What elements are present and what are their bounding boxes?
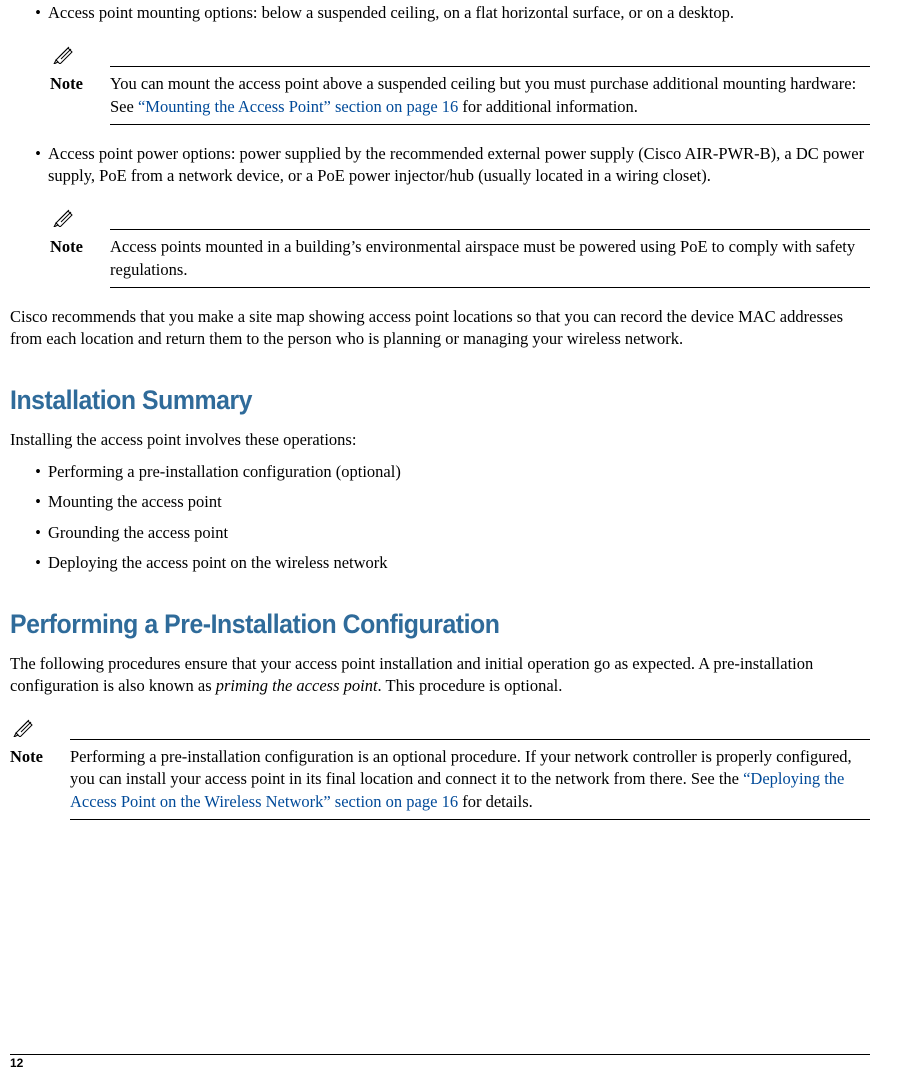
note-text: Performing a pre-installation configurat… [70, 746, 870, 813]
bullet-marker: • [28, 461, 48, 483]
heading-pre-installation: Performing a Pre-Installation Configurat… [10, 606, 801, 642]
bullet-text: Deploying the access point on the wirele… [48, 552, 870, 574]
bullet-text: Access point power options: power suppli… [48, 143, 870, 188]
note-rule-bottom [70, 819, 870, 820]
note-label: Note [10, 746, 70, 813]
body-paragraph: The following procedures ensure that you… [10, 653, 870, 698]
bullet-item: • Access point power options: power supp… [10, 143, 870, 188]
bullet-item: •Deploying the access point on the wirel… [10, 552, 870, 574]
pencil-icon [50, 205, 870, 227]
pencil-icon [10, 715, 870, 737]
bullet-text: Mounting the access point [48, 491, 870, 513]
bullet-marker: • [28, 2, 48, 24]
note-block: Note Access points mounted in a building… [50, 205, 870, 288]
note-rule-top [110, 66, 870, 67]
bullet-marker: • [28, 552, 48, 574]
heading-installation-summary: Installation Summary [10, 382, 801, 418]
footer-rule [10, 1054, 870, 1055]
bullet-item: •Mounting the access point [10, 491, 870, 513]
note-label: Note [50, 236, 110, 281]
note-rule-bottom [110, 124, 870, 125]
body-paragraph: Cisco recommends that you make a site ma… [10, 306, 870, 351]
bullet-text: Access point mounting options: below a s… [48, 2, 870, 24]
note-rule-top [110, 229, 870, 230]
note-label: Note [50, 73, 110, 118]
note-text-post: for details. [458, 792, 533, 811]
bullet-marker: • [28, 522, 48, 544]
note-text-pre: Performing a pre-installation configurat… [70, 747, 852, 788]
note-text-post: for additional information. [458, 97, 638, 116]
emphasis-text: priming the access point [216, 676, 378, 695]
bullet-text: Performing a pre-installation configurat… [48, 461, 870, 483]
note-rule-bottom [110, 287, 870, 288]
pencil-icon [50, 42, 870, 64]
note-text: Access points mounted in a building’s en… [110, 236, 870, 281]
note-block: Note You can mount the access point abov… [50, 42, 870, 125]
bullet-item: •Grounding the access point [10, 522, 870, 544]
text-span: . This procedure is optional. [378, 676, 563, 695]
bullet-item: •Performing a pre-installation configura… [10, 461, 870, 483]
link-mounting-ap[interactable]: “Mounting the Access Point” section on p… [138, 97, 458, 116]
note-text: You can mount the access point above a s… [110, 73, 870, 118]
note-block: Note Performing a pre-installation confi… [10, 715, 870, 820]
bullet-marker: • [28, 143, 48, 188]
note-rule-top [70, 739, 870, 740]
page-number: 12 [10, 1055, 23, 1071]
bullet-text: Grounding the access point [48, 522, 870, 544]
bullet-item: • Access point mounting options: below a… [10, 2, 870, 24]
body-paragraph: Installing the access point involves the… [10, 429, 870, 451]
bullet-marker: • [28, 491, 48, 513]
